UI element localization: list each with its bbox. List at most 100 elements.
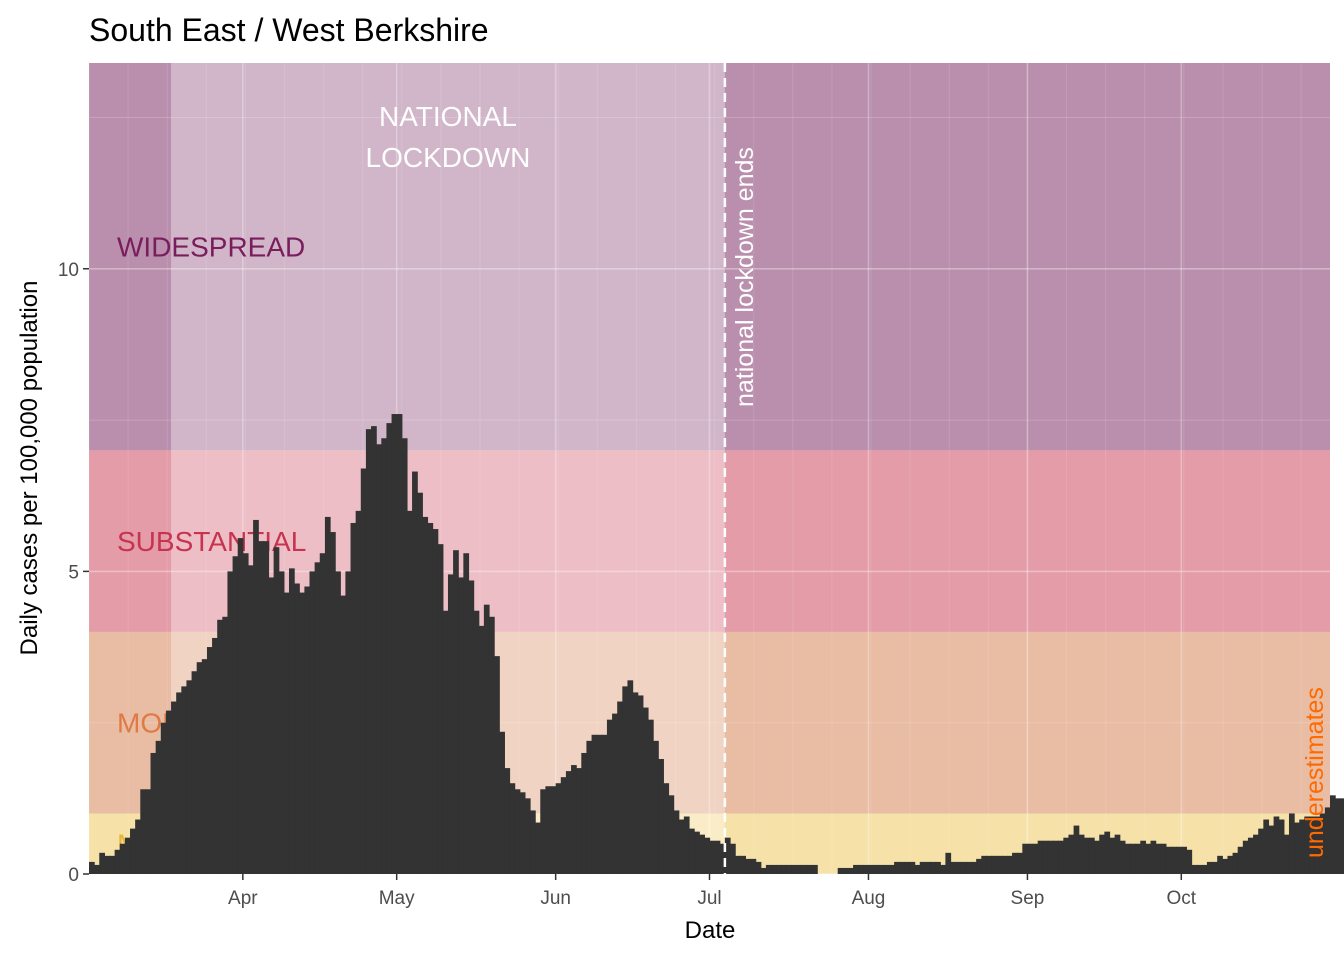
bar [519,792,526,874]
bar [1058,840,1064,874]
bar [304,586,311,874]
bar [606,719,613,874]
bar [1104,831,1111,874]
bar [776,864,782,874]
bar [1283,834,1290,874]
bar [971,861,977,874]
bar [560,777,567,874]
bar [1176,846,1182,874]
bar [412,471,418,874]
bar [99,852,105,874]
bar [591,734,598,874]
bar [278,571,285,874]
bar [114,849,121,874]
bar [1201,864,1208,874]
bar [1063,837,1070,874]
bar [550,786,557,874]
chart-title: South East / West Berkshire [89,12,489,48]
bar [135,819,141,874]
bar [376,444,382,874]
bar [1232,852,1239,874]
bar [345,571,352,874]
plot-area: WIDESPREADSUBSTANTIALMODERATEMILD NATION… [88,63,1344,875]
bar [222,616,229,874]
bar [960,861,967,874]
bar [586,740,593,874]
bar [786,864,793,874]
bar [1278,819,1285,874]
bar [1012,852,1018,874]
bar [206,647,213,874]
bar [268,577,275,874]
lockdown-ends-label: national lockdown ends [731,147,759,407]
bar [319,553,326,874]
bar [914,864,921,874]
bar [1119,840,1126,874]
bar [1247,837,1254,874]
bar [796,864,803,874]
bar [247,565,254,874]
y-tick-label: 10 [58,260,79,281]
bar [617,701,623,874]
bar [1042,840,1049,874]
bar [1304,816,1311,874]
bar [1191,864,1198,874]
bar [1140,840,1146,874]
bar [642,707,649,874]
bar [981,855,988,874]
bar [576,768,582,874]
bar [1227,855,1234,874]
bar [1114,834,1121,874]
bar [1160,843,1167,874]
bar [181,686,188,874]
bar [1047,840,1054,874]
bar [365,429,372,874]
bar [494,656,500,874]
bar [873,864,880,874]
bar [176,692,182,874]
bar [165,710,172,874]
bar [842,867,849,874]
bar [1094,840,1100,874]
y-tick-label: 0 [68,865,79,886]
bar [1088,837,1095,874]
bar [571,765,577,874]
bar [765,864,772,874]
bar [427,522,434,874]
bar [601,734,608,874]
bar [1186,849,1193,874]
bar [1294,822,1300,874]
bar [581,752,588,874]
bar [627,680,634,874]
bar [124,837,131,874]
bar [422,516,429,874]
bar [406,510,413,874]
bar [555,783,562,874]
bar [1268,825,1275,874]
bar [94,864,100,874]
x-axis: Apr May Jun Jul Aug Sep Oct [228,874,1197,909]
bar [1022,843,1029,874]
bar [760,867,767,874]
bar [324,516,331,874]
bar [730,843,736,874]
bar [335,571,341,874]
bar [745,858,752,874]
bar [853,864,859,874]
bar [1150,840,1157,874]
bar [781,864,788,874]
bar [883,864,890,874]
x-tick-label: Jul [697,888,721,909]
bar [868,864,875,874]
bar [232,556,239,874]
bar [386,423,393,874]
bar [540,789,547,874]
bar [488,616,495,874]
bar [719,843,726,874]
bar [847,867,854,874]
bar [945,852,952,874]
bar [658,759,664,874]
case-bars [89,414,1344,874]
bar [771,864,777,874]
